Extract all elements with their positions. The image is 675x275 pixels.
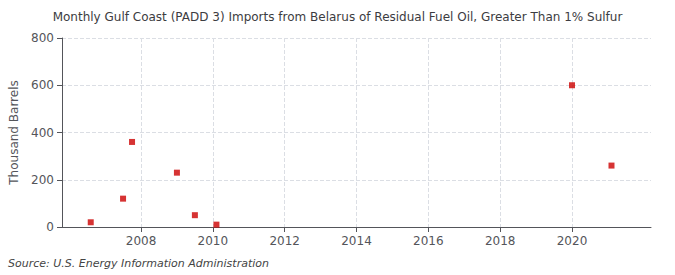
svg-text:2020: 2020: [557, 234, 588, 248]
svg-text:2016: 2016: [413, 234, 444, 248]
svg-text:Source: U.S. Energy Informatio: Source: U.S. Energy Information Administ…: [8, 257, 269, 270]
svg-text:Thousand Barrels: Thousand Barrels: [7, 80, 21, 185]
svg-text:2008: 2008: [126, 234, 157, 248]
svg-text:Monthly Gulf Coast (PADD 3) Im: Monthly Gulf Coast (PADD 3) Imports from…: [53, 10, 623, 24]
svg-text:2018: 2018: [485, 234, 516, 248]
svg-text:600: 600: [31, 78, 54, 92]
svg-text:800: 800: [31, 31, 54, 45]
svg-text:400: 400: [31, 126, 54, 140]
svg-text:2012: 2012: [269, 234, 300, 248]
svg-text:0: 0: [46, 220, 54, 234]
svg-text:200: 200: [31, 173, 54, 187]
svg-text:2014: 2014: [341, 234, 372, 248]
svg-text:2010: 2010: [198, 234, 229, 248]
